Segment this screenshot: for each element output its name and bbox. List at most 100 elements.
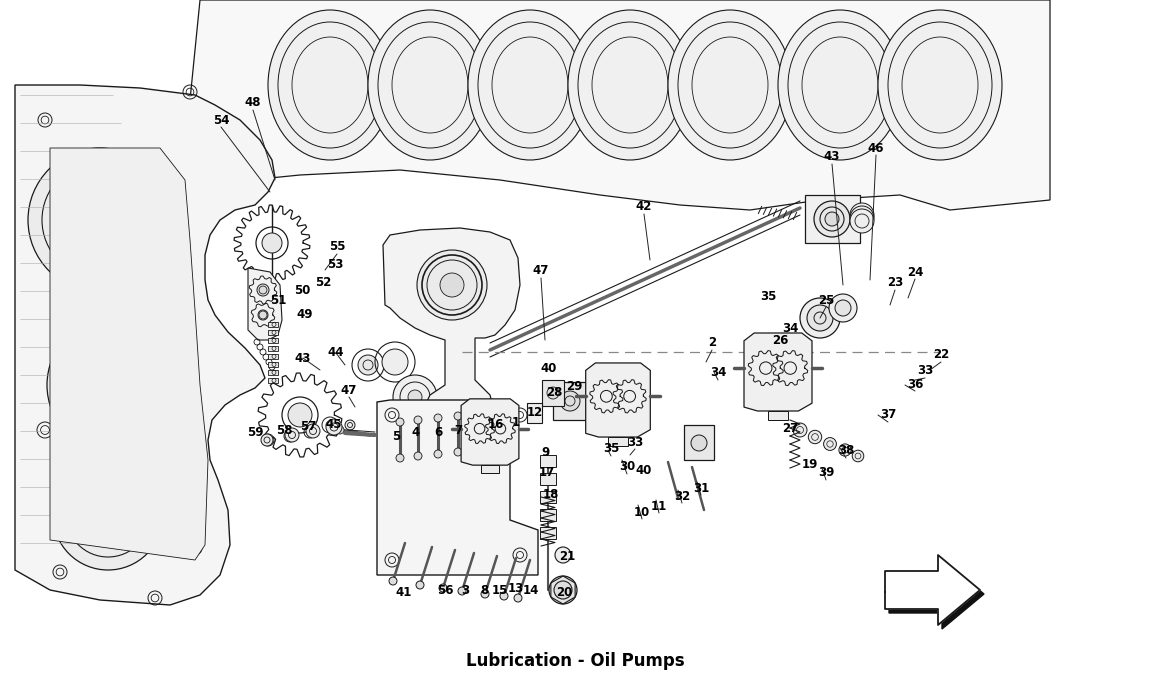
Text: 35: 35 (760, 290, 776, 303)
Bar (542, 380, 564, 406)
Circle shape (850, 209, 874, 233)
Text: 38: 38 (838, 445, 854, 458)
Text: 15: 15 (492, 583, 508, 596)
Polygon shape (248, 268, 282, 340)
Text: 17: 17 (539, 466, 555, 479)
Text: 52: 52 (315, 277, 331, 290)
Circle shape (691, 435, 707, 451)
Bar (268, 378, 278, 383)
Text: 56: 56 (437, 583, 453, 596)
Text: 49: 49 (297, 309, 313, 322)
Ellipse shape (268, 10, 392, 160)
Polygon shape (585, 363, 650, 437)
Text: 13: 13 (508, 583, 524, 596)
Bar (540, 527, 555, 539)
Text: 34: 34 (782, 322, 798, 335)
Circle shape (481, 590, 489, 598)
Circle shape (414, 416, 422, 424)
Circle shape (554, 581, 572, 599)
Text: 51: 51 (270, 294, 286, 307)
Circle shape (259, 311, 267, 319)
Bar (540, 491, 555, 503)
Circle shape (47, 317, 183, 453)
Text: 36: 36 (907, 378, 923, 391)
Bar (268, 362, 278, 367)
Text: 35: 35 (603, 443, 619, 456)
Text: 58: 58 (276, 423, 292, 436)
Circle shape (808, 430, 822, 444)
Text: 5: 5 (392, 430, 400, 443)
Circle shape (547, 387, 559, 399)
Circle shape (414, 452, 422, 460)
Text: 31: 31 (692, 482, 710, 494)
Circle shape (408, 390, 422, 404)
Circle shape (793, 423, 807, 437)
Circle shape (285, 428, 299, 442)
Circle shape (93, 363, 137, 407)
Circle shape (850, 206, 874, 230)
Circle shape (358, 355, 378, 375)
Text: 26: 26 (772, 333, 788, 346)
Circle shape (393, 375, 437, 419)
Circle shape (823, 438, 836, 450)
Bar (540, 455, 555, 467)
Bar (268, 346, 278, 351)
Text: 2: 2 (708, 337, 716, 350)
Text: 39: 39 (818, 466, 834, 479)
Circle shape (850, 203, 874, 227)
Circle shape (852, 450, 864, 462)
Bar (553, 382, 586, 420)
Text: 24: 24 (907, 266, 923, 279)
Circle shape (261, 434, 273, 446)
Polygon shape (889, 559, 984, 629)
Circle shape (454, 448, 462, 456)
Circle shape (474, 447, 482, 455)
Text: 25: 25 (818, 294, 834, 307)
Circle shape (807, 305, 833, 331)
Text: 40: 40 (636, 464, 652, 477)
Text: 54: 54 (213, 113, 229, 126)
Circle shape (560, 391, 580, 411)
Bar (684, 425, 714, 460)
Circle shape (53, 460, 163, 570)
Ellipse shape (779, 10, 902, 160)
Bar (527, 403, 542, 423)
Bar (540, 509, 555, 521)
Text: 50: 50 (293, 285, 310, 298)
Circle shape (259, 286, 267, 294)
Text: 33: 33 (917, 365, 933, 378)
Text: 41: 41 (396, 585, 412, 598)
Text: 6: 6 (434, 426, 442, 438)
Text: 22: 22 (933, 348, 949, 361)
Circle shape (396, 454, 404, 462)
Circle shape (416, 581, 424, 589)
Circle shape (474, 411, 482, 419)
Polygon shape (377, 400, 538, 575)
Text: 40: 40 (540, 361, 558, 374)
Text: 46: 46 (868, 141, 884, 154)
Circle shape (440, 273, 463, 297)
Polygon shape (49, 148, 208, 560)
Text: 32: 32 (674, 490, 690, 503)
Text: 12: 12 (527, 406, 543, 419)
Text: 47: 47 (340, 383, 358, 397)
Bar (268, 354, 278, 359)
Circle shape (814, 201, 850, 237)
Polygon shape (886, 555, 980, 625)
Text: 16: 16 (488, 419, 504, 432)
Bar (268, 330, 278, 335)
Bar (268, 338, 278, 343)
Circle shape (28, 148, 172, 292)
Ellipse shape (568, 10, 692, 160)
Text: 33: 33 (627, 436, 643, 449)
Text: 29: 29 (566, 380, 582, 393)
Circle shape (454, 412, 462, 420)
Circle shape (500, 592, 508, 600)
Circle shape (555, 547, 572, 563)
Text: 20: 20 (555, 587, 573, 600)
Bar (768, 411, 788, 420)
Text: 27: 27 (782, 421, 798, 434)
Text: 4: 4 (412, 426, 420, 439)
Text: 9: 9 (540, 447, 550, 460)
Bar (268, 370, 278, 375)
